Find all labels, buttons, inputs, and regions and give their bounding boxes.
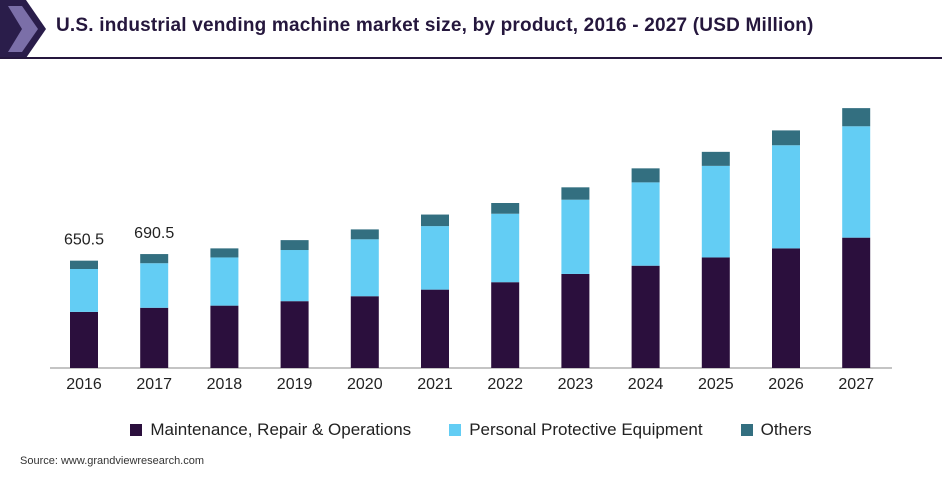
bar-others-2018: [210, 248, 239, 258]
chart-legend: Maintenance, Repair & Operations Personal…: [0, 420, 942, 440]
bar-others-2022: [491, 203, 520, 214]
bar-others-2020: [350, 229, 379, 240]
bar-maintenance-repair-operations-2022: [491, 282, 520, 368]
x-tick-label-2021: 2021: [417, 376, 453, 393]
bar-personal-protective-equipment-2018: [210, 257, 239, 306]
bar-personal-protective-equipment-2019: [280, 250, 309, 302]
x-tick-labels-group: 2016 2017 2018 2019 2020 2021 2022 2023 2024 2025…: [66, 376, 874, 393]
bar-others-2026: [772, 130, 800, 146]
bar-personal-protective-equipment-2022: [491, 213, 520, 283]
bar-personal-protective-equipment-2017: [140, 263, 169, 308]
x-tick-label-2018: 2018: [207, 376, 243, 393]
legend-swatch: [740, 424, 753, 436]
legend-label: Personal Protective Equipment: [469, 420, 703, 439]
bar-others-2024: [631, 168, 660, 183]
bar-others-2021: [421, 214, 449, 227]
bar-personal-protective-equipment-2024: [631, 182, 660, 266]
bar-others-2017: [140, 254, 169, 264]
bar-maintenance-repair-operations-2027: [842, 237, 871, 368]
bar-personal-protective-equipment-2026: [772, 145, 800, 249]
bar-personal-protective-equipment-2023: [561, 199, 590, 274]
x-tick-label-2020: 2020: [347, 376, 383, 393]
x-tick-label-2022: 2022: [487, 376, 523, 393]
x-tick-label-2024: 2024: [628, 376, 664, 393]
bar-maintenance-repair-operations-2023: [561, 273, 590, 368]
bar-maintenance-repair-operations-2024: [631, 265, 660, 368]
legend-item-maintenance-repair-operations: Maintenance, Repair & Operations: [130, 420, 411, 440]
bar-maintenance-repair-operations-2017: [140, 307, 169, 368]
bar-others-2025: [701, 151, 730, 166]
brand-accent-mark: [0, 0, 46, 58]
bar-maintenance-repair-operations-2016: [70, 311, 98, 368]
legend-item-others: Others: [740, 420, 812, 440]
legend-swatch: [130, 424, 143, 436]
data-label-2016: 650.5: [64, 232, 104, 249]
data-labels-group: 650.5 690.5: [64, 225, 174, 249]
legend-swatch: [449, 424, 462, 436]
legend-item-personal-protective-equipment: Personal Protective Equipment: [449, 420, 703, 440]
bar-maintenance-repair-operations-2018: [210, 305, 239, 368]
bar-others-2016: [70, 260, 98, 269]
chart-header: U.S. industrial vending machine market s…: [0, 0, 942, 62]
x-tick-label-2016: 2016: [66, 376, 102, 393]
x-tick-label-2017: 2017: [136, 376, 172, 393]
stacked-bar-chart: 650.5 690.5 2016 2017 2018 2019 2020 2021 2022 2…: [50, 108, 892, 393]
x-tick-label-2025: 2025: [698, 376, 734, 393]
bar-maintenance-repair-operations-2021: [421, 289, 449, 368]
bar-personal-protective-equipment-2027: [842, 126, 871, 238]
x-tick-label-2023: 2023: [558, 376, 594, 393]
bar-others-2027: [842, 108, 871, 127]
bar-personal-protective-equipment-2016: [70, 269, 98, 312]
source-note: Source: www.grandviewresearch.com: [20, 455, 205, 467]
bar-others-2023: [561, 187, 590, 200]
x-tick-label-2026: 2026: [768, 376, 804, 393]
bar-maintenance-repair-operations-2020: [350, 296, 379, 368]
bar-others-2019: [280, 240, 309, 251]
title-divider: [0, 57, 942, 59]
bar-personal-protective-equipment-2021: [421, 226, 449, 290]
x-tick-label-2027: 2027: [838, 376, 874, 393]
bar-personal-protective-equipment-2020: [350, 239, 379, 297]
legend-label: Others: [760, 420, 812, 439]
bar-personal-protective-equipment-2025: [701, 165, 730, 258]
chart-title: U.S. industrial vending machine market s…: [56, 15, 814, 36]
x-tick-label-2019: 2019: [277, 376, 313, 393]
bar-maintenance-repair-operations-2019: [280, 301, 309, 368]
data-label-2017: 690.5: [134, 225, 174, 242]
bar-maintenance-repair-operations-2025: [701, 257, 730, 368]
bar-maintenance-repair-operations-2026: [772, 248, 800, 368]
legend-label: Maintenance, Repair & Operations: [150, 420, 412, 439]
bars-group: [70, 108, 871, 368]
